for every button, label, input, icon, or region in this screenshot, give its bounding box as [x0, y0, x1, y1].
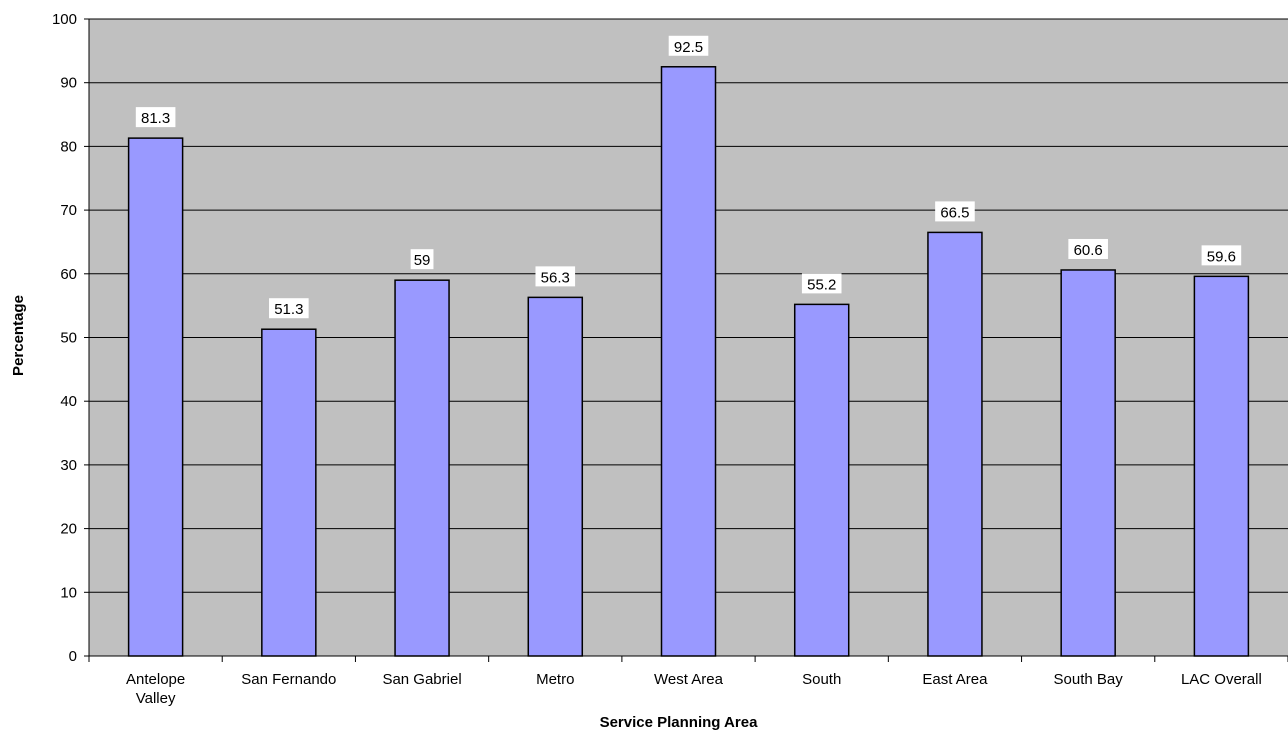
- bar: [127, 137, 184, 657]
- x-category-label: West Area: [654, 671, 724, 688]
- y-tick-label: 100: [52, 11, 77, 28]
- data-label: 81.3: [141, 110, 170, 127]
- x-category-label: San Gabriel: [382, 671, 461, 688]
- y-tick-label: 0: [69, 648, 77, 665]
- data-label: 92.5: [674, 39, 703, 56]
- y-tick-labels: 0 10 20 30 40 50 60 70 80 90 100: [52, 11, 77, 665]
- y-tick-label: 90: [60, 75, 77, 92]
- y-tick-label: 10: [60, 584, 77, 601]
- data-label-background: [135, 107, 176, 128]
- x-category-label: Metro: [536, 671, 574, 688]
- bar: [527, 296, 584, 657]
- bar: [927, 231, 983, 657]
- x-category-labels: Antelope Valley San Fernando San Gabriel Met…: [126, 671, 1262, 707]
- data-label-background: [935, 201, 975, 222]
- x-axis-title: Service Planning Area: [600, 714, 759, 731]
- y-tick-label: 30: [60, 457, 77, 474]
- data-label: 56.3: [541, 269, 570, 286]
- x-category-label: South: [802, 671, 841, 688]
- data-label-background: [269, 298, 309, 319]
- x-category-label: East Area: [922, 671, 988, 688]
- y-tick-label: 20: [60, 521, 77, 538]
- y-tick-label: 60: [60, 266, 77, 283]
- bar: [1193, 275, 1250, 657]
- y-tick-label: 40: [60, 393, 77, 410]
- data-label-background: [1068, 238, 1108, 259]
- data-label: 55.2: [807, 276, 836, 293]
- x-category-label: South Bay: [1054, 671, 1124, 688]
- y-tick-label: 80: [60, 138, 77, 155]
- data-label: 59.6: [1207, 248, 1236, 265]
- bar: [793, 303, 850, 657]
- data-label: 66.5: [940, 204, 969, 221]
- bars: [127, 66, 1250, 657]
- data-label-background: [410, 249, 434, 270]
- data-labels: 81.3 51.3 59 56.3 92.5 55.2 66.5 60.6 59.6: [135, 35, 1242, 319]
- x-category-label: Antelope Valley: [126, 671, 185, 707]
- data-label-background: [668, 35, 709, 56]
- y-tick-label: 70: [60, 202, 77, 219]
- data-label: 60.6: [1074, 242, 1103, 259]
- bar: [394, 279, 450, 657]
- axes: [84, 18, 1288, 662]
- y-axis-title: Percentage: [10, 295, 27, 376]
- data-label-background: [801, 273, 842, 294]
- bar: [660, 66, 717, 657]
- data-label-background: [1201, 245, 1242, 266]
- data-label: 51.3: [274, 301, 303, 318]
- x-category-label: LAC Overall: [1181, 671, 1262, 688]
- bar: [261, 328, 317, 657]
- y-tick-label: 50: [60, 330, 77, 347]
- x-category-label: San Fernando: [241, 671, 336, 688]
- data-label-background: [535, 266, 576, 287]
- bar: [1060, 269, 1116, 657]
- data-label: 59: [414, 252, 431, 269]
